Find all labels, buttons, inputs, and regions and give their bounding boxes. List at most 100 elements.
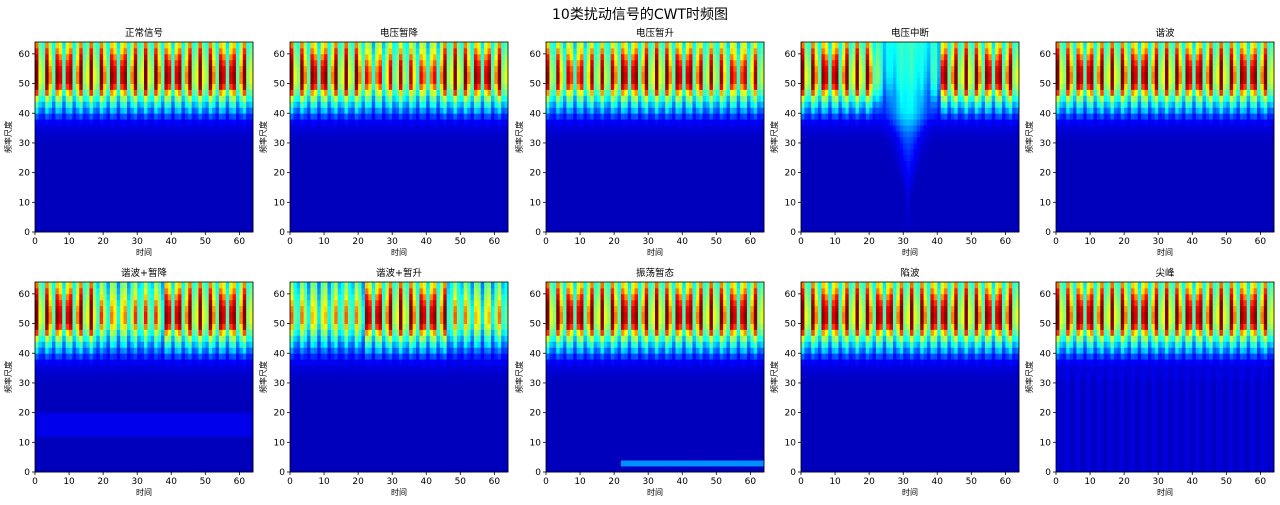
heatmap-cell bbox=[144, 208, 148, 215]
heatmap-cell bbox=[191, 220, 196, 227]
heatmap-cell bbox=[624, 166, 629, 174]
heatmap-cell bbox=[546, 214, 550, 221]
heatmap-cell bbox=[569, 77, 574, 84]
heatmap-cell bbox=[188, 220, 193, 227]
heatmap-cell bbox=[225, 107, 230, 114]
heatmap-cell bbox=[416, 137, 420, 144]
heatmap-cell bbox=[388, 137, 393, 144]
heatmap-cell bbox=[89, 172, 94, 179]
heatmap-cell bbox=[549, 226, 554, 233]
heatmap-cell bbox=[416, 154, 420, 162]
heatmap-cell bbox=[490, 172, 495, 179]
heatmap-cell bbox=[188, 42, 193, 49]
heatmap-cell bbox=[436, 119, 441, 126]
heatmap-cell bbox=[201, 160, 206, 168]
heatmap-cell bbox=[235, 71, 240, 79]
heatmap-cell bbox=[559, 71, 564, 79]
heatmap-cell bbox=[317, 142, 322, 150]
heatmap-cell bbox=[218, 113, 223, 120]
heatmap-cell bbox=[337, 184, 342, 191]
heatmap-cell bbox=[375, 83, 379, 90]
heatmap-cell bbox=[597, 131, 601, 138]
heatmap-cell bbox=[195, 178, 199, 185]
heatmap-cell bbox=[627, 119, 632, 126]
heatmap-cell bbox=[473, 42, 478, 49]
heatmap-cell bbox=[109, 202, 114, 209]
heatmap-cell bbox=[576, 137, 581, 144]
heatmap-cell bbox=[439, 125, 444, 132]
heatmap-cell bbox=[620, 42, 625, 49]
heatmap-cell bbox=[426, 160, 431, 168]
heatmap-cell bbox=[161, 190, 165, 197]
heatmap-cell bbox=[603, 131, 608, 138]
heatmap-cell bbox=[330, 107, 335, 114]
heatmap-cell bbox=[69, 65, 73, 73]
heatmap-cell bbox=[487, 172, 492, 179]
heatmap-cell bbox=[147, 125, 152, 132]
heatmap-cell bbox=[41, 42, 46, 49]
heatmap-cell bbox=[198, 166, 203, 174]
heatmap-cell bbox=[439, 119, 444, 126]
heatmap-cell bbox=[52, 113, 56, 120]
heatmap-cell bbox=[41, 208, 46, 215]
heatmap-cell bbox=[624, 208, 629, 215]
heatmap-cell bbox=[453, 178, 458, 185]
heatmap-cell bbox=[402, 125, 407, 132]
heatmap-cell bbox=[109, 196, 114, 203]
heatmap-cell bbox=[120, 113, 124, 120]
heatmap-cell bbox=[607, 125, 612, 132]
heatmap-cell bbox=[290, 119, 294, 126]
heatmap-cell bbox=[429, 59, 434, 67]
heatmap-cell bbox=[164, 77, 169, 84]
heatmap-cell bbox=[96, 184, 101, 191]
heatmap-cell bbox=[222, 202, 227, 209]
heatmap-cell bbox=[610, 53, 615, 61]
heatmap-cell bbox=[69, 83, 73, 90]
heatmap-cell bbox=[580, 113, 584, 120]
heatmap-cell bbox=[123, 220, 128, 227]
heatmap-cell bbox=[208, 53, 213, 61]
heatmap-cell bbox=[576, 101, 581, 108]
heatmap-cell bbox=[55, 166, 60, 174]
heatmap-cell bbox=[378, 83, 383, 90]
heatmap-cell bbox=[354, 113, 359, 120]
heatmap-cell bbox=[48, 208, 53, 215]
heatmap-cell bbox=[354, 208, 359, 215]
heatmap-cell bbox=[378, 125, 383, 132]
heatmap-cell bbox=[385, 196, 390, 203]
heatmap-cell bbox=[103, 119, 107, 126]
heatmap-cell bbox=[140, 131, 145, 138]
heatmap-cell bbox=[399, 226, 403, 233]
heatmap-cell bbox=[130, 125, 135, 132]
heatmap-cell bbox=[82, 190, 87, 197]
heatmap-cell bbox=[576, 71, 581, 79]
heatmap-cell bbox=[225, 154, 230, 162]
heatmap-cell bbox=[45, 71, 50, 79]
heatmap-cell bbox=[144, 166, 148, 174]
heatmap-cell bbox=[364, 160, 369, 168]
heatmap-cell bbox=[341, 83, 345, 90]
heatmap-cell bbox=[215, 77, 220, 84]
heatmap-cell bbox=[303, 142, 308, 150]
heatmap-cell bbox=[334, 113, 339, 120]
heatmap-cell bbox=[296, 172, 301, 179]
heatmap-cell bbox=[556, 77, 561, 84]
heatmap-cell bbox=[191, 202, 196, 209]
heatmap-cell bbox=[55, 190, 60, 197]
heatmap-cell bbox=[416, 53, 420, 61]
heatmap-cell bbox=[583, 172, 588, 179]
heatmap-cell bbox=[422, 208, 427, 215]
heatmap-cell bbox=[324, 77, 328, 84]
heatmap-cell bbox=[334, 47, 339, 55]
heatmap-cell bbox=[130, 47, 135, 55]
heatmap-cell bbox=[75, 154, 80, 162]
heatmap-cell bbox=[310, 77, 315, 84]
heatmap-cell bbox=[566, 160, 571, 168]
heatmap-cell bbox=[412, 148, 417, 156]
heatmap-cell bbox=[563, 59, 567, 67]
heatmap-cell bbox=[627, 196, 632, 203]
heatmap-cell bbox=[402, 190, 407, 197]
heatmap-cell bbox=[303, 119, 308, 126]
heatmap-cell bbox=[161, 101, 165, 108]
heatmap-cell bbox=[573, 131, 578, 138]
